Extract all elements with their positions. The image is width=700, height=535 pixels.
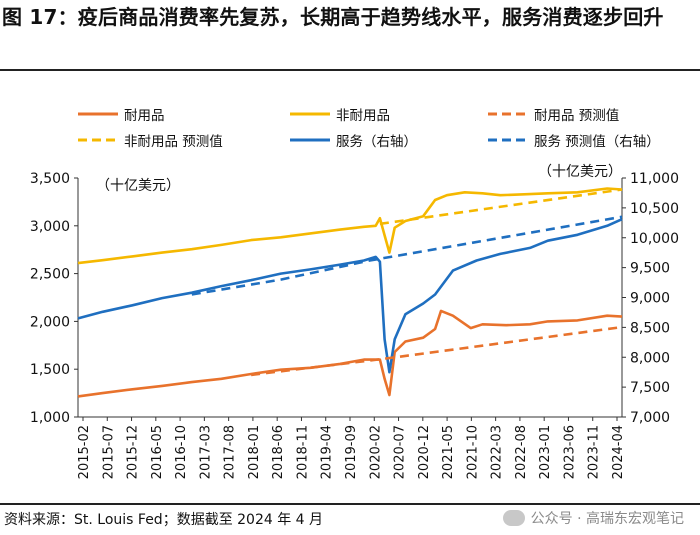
watermark-text: 公众号 · 高瑞东宏观笔记 bbox=[530, 511, 684, 527]
wechat-icon bbox=[502, 510, 525, 526]
series-line-4 bbox=[379, 188, 623, 226]
left-tick-label: 2,000 bbox=[30, 314, 70, 330]
legend-item-durable: 耐用品 bbox=[78, 104, 165, 124]
right-tick-label: 9,500 bbox=[630, 261, 670, 277]
right-tick-label: 7,000 bbox=[630, 410, 670, 426]
legend-label-durable: 耐用品 bbox=[124, 108, 165, 124]
left-tick-label: 2,500 bbox=[30, 267, 70, 283]
x-tick-label: 2018-11 bbox=[295, 425, 310, 479]
figure-title: 图 17：疫后商品消费率先复苏，长期高于趋势线水平，服务消费逐步回升 bbox=[2, 5, 664, 29]
left-tick-label: 3,500 bbox=[30, 171, 70, 187]
left-tick-label: 1,000 bbox=[30, 410, 70, 426]
source-note: 资料来源：St. Louis Fed；数据截至 2024 年 4 月 bbox=[4, 512, 324, 528]
line-chart: 1,000 1,500 2,000 2,500 3,000 3,500 7,000 7,500… bbox=[30, 164, 679, 479]
series-line-5 bbox=[191, 215, 623, 296]
x-tick-label: 2023-06 bbox=[562, 425, 577, 479]
x-tick-label: 2023-11 bbox=[587, 425, 602, 479]
right-tick-label: 10,000 bbox=[630, 231, 679, 247]
legend-item-services-forecast: 服务 预测值（右轴） bbox=[488, 130, 660, 150]
x-tick-label: 2016-05 bbox=[150, 425, 165, 479]
series-lines bbox=[77, 187, 623, 398]
x-tick-label: 2015-12 bbox=[126, 425, 141, 479]
right-tick-label: 8,000 bbox=[630, 350, 670, 366]
series-line-2 bbox=[77, 218, 623, 374]
top-rule bbox=[0, 69, 700, 71]
axes: 1,000 1,500 2,000 2,500 3,000 3,500 7,000 7,500… bbox=[30, 171, 679, 479]
bottom-rule bbox=[0, 503, 700, 505]
legend-label-services-forecast: 服务 预测值（右轴） bbox=[534, 134, 660, 150]
legend-label-nondurable-forecast: 非耐用品 预测值 bbox=[124, 134, 223, 150]
right-tick-label: 9,000 bbox=[630, 291, 670, 307]
x-tick-label: 2024-04 bbox=[611, 425, 626, 479]
legend-label-nondurable: 非耐用品 bbox=[336, 108, 390, 124]
x-tick-label: 2021-05 bbox=[441, 425, 456, 479]
x-tick-label: 2021-10 bbox=[465, 425, 480, 479]
legend-item-nondurable-forecast: 非耐用品 预测值 bbox=[78, 130, 223, 150]
x-tick-label: 2019-04 bbox=[320, 425, 335, 479]
right-tick-label: 10,500 bbox=[630, 201, 679, 217]
series-line-1 bbox=[77, 187, 623, 265]
x-tick-label: 2020-07 bbox=[393, 425, 408, 479]
legend: 耐用品 非耐用品 耐用品 预测值 非耐用品 预测值 服务（右轴） 服务 预测值（… bbox=[0, 104, 700, 152]
x-tick-label: 2017-03 bbox=[198, 425, 213, 479]
x-tick-label: 2019-09 bbox=[344, 425, 359, 479]
x-tick-label: 2015-02 bbox=[77, 425, 92, 479]
series-line-0 bbox=[77, 309, 623, 398]
right-tick-label: 7,500 bbox=[630, 380, 670, 396]
legend-item-durable-forecast: 耐用品 预测值 bbox=[488, 104, 619, 124]
x-tick-label: 2018-06 bbox=[271, 425, 286, 479]
legend-item-services: 服务（右轴） bbox=[290, 130, 417, 150]
x-tick-label: 2015-07 bbox=[101, 425, 116, 479]
watermark: 公众号 · 高瑞东宏观笔记 bbox=[502, 508, 684, 528]
left-tick-label: 3,000 bbox=[30, 219, 70, 235]
legend-item-nondurable: 非耐用品 bbox=[290, 104, 390, 124]
x-tick-label: 2020-02 bbox=[368, 425, 383, 479]
x-tick-label: 2020-12 bbox=[417, 425, 432, 479]
left-axis-unit-label: （十亿美元） bbox=[96, 178, 180, 194]
x-tick-label: 2016-10 bbox=[174, 425, 189, 479]
x-tick-label: 2022-08 bbox=[514, 425, 529, 479]
legend-label-services: 服务（右轴） bbox=[336, 134, 417, 150]
legend-label-durable-forecast: 耐用品 预测值 bbox=[534, 108, 620, 124]
x-tick-label: 2022-03 bbox=[490, 425, 505, 479]
right-tick-label: 11,000 bbox=[630, 171, 679, 187]
x-tick-label: 2018-01 bbox=[247, 425, 262, 479]
x-tick-label: 2023-01 bbox=[538, 425, 553, 479]
x-tick-label: 2017-08 bbox=[223, 425, 238, 479]
right-tick-label: 8,500 bbox=[630, 320, 670, 336]
right-axis-unit-label: （十亿美元） bbox=[538, 164, 622, 180]
left-tick-label: 1,500 bbox=[30, 362, 70, 378]
